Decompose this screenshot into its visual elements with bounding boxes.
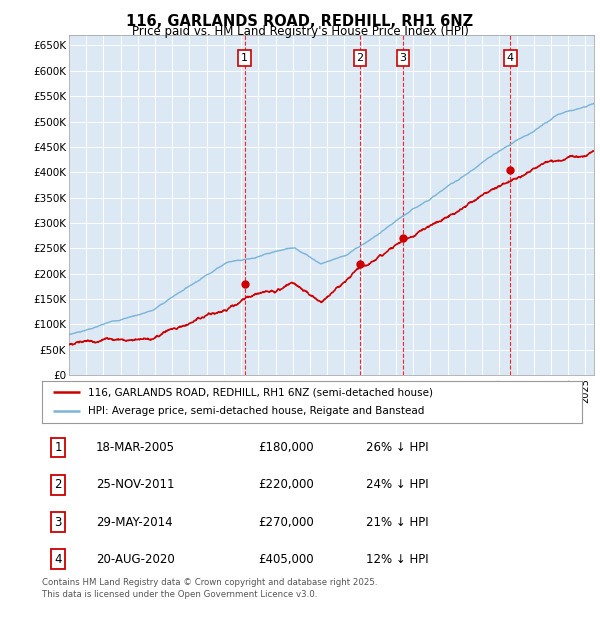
Text: 12% ↓ HPI: 12% ↓ HPI: [366, 553, 428, 565]
Text: £270,000: £270,000: [258, 516, 314, 528]
Text: 18-MAR-2005: 18-MAR-2005: [96, 441, 175, 454]
Text: 1: 1: [241, 53, 248, 63]
Text: 116, GARLANDS ROAD, REDHILL, RH1 6NZ (semi-detached house): 116, GARLANDS ROAD, REDHILL, RH1 6NZ (se…: [88, 387, 433, 397]
Text: 1: 1: [55, 441, 62, 454]
Text: 2: 2: [55, 479, 62, 491]
Text: 2: 2: [356, 53, 364, 63]
Text: 4: 4: [506, 53, 514, 63]
Text: Contains HM Land Registry data © Crown copyright and database right 2025.
This d: Contains HM Land Registry data © Crown c…: [42, 578, 377, 599]
Text: 21% ↓ HPI: 21% ↓ HPI: [366, 516, 428, 528]
Text: 20-AUG-2020: 20-AUG-2020: [96, 553, 175, 565]
Text: 25-NOV-2011: 25-NOV-2011: [96, 479, 175, 491]
Text: 29-MAY-2014: 29-MAY-2014: [96, 516, 173, 528]
Text: 26% ↓ HPI: 26% ↓ HPI: [366, 441, 428, 454]
Text: 116, GARLANDS ROAD, REDHILL, RH1 6NZ: 116, GARLANDS ROAD, REDHILL, RH1 6NZ: [127, 14, 473, 29]
Text: £405,000: £405,000: [258, 553, 314, 565]
Text: Price paid vs. HM Land Registry's House Price Index (HPI): Price paid vs. HM Land Registry's House …: [131, 25, 469, 38]
Text: 4: 4: [55, 553, 62, 565]
Text: £180,000: £180,000: [258, 441, 314, 454]
Text: 3: 3: [55, 516, 62, 528]
Text: 3: 3: [400, 53, 407, 63]
Text: 24% ↓ HPI: 24% ↓ HPI: [366, 479, 428, 491]
Text: HPI: Average price, semi-detached house, Reigate and Banstead: HPI: Average price, semi-detached house,…: [88, 407, 424, 417]
Text: £220,000: £220,000: [258, 479, 314, 491]
